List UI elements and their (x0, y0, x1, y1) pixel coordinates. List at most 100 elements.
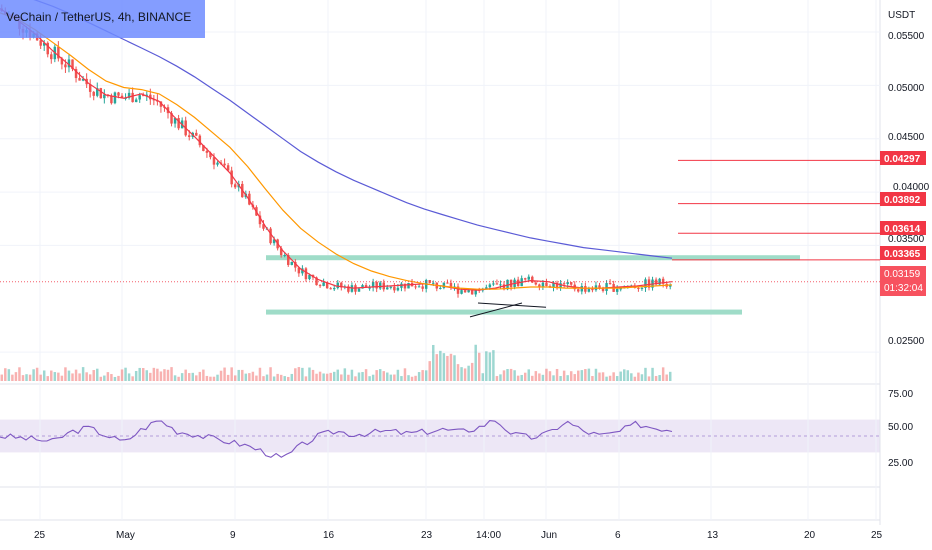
volume-bar (149, 372, 152, 381)
candle-body (637, 287, 640, 289)
candle-body (601, 288, 605, 291)
candle-body (209, 152, 212, 158)
candle-body (668, 285, 672, 287)
candle-body (432, 282, 435, 284)
volume-bar (272, 376, 276, 381)
volume-bar (60, 375, 64, 381)
volume-bar (520, 374, 523, 381)
volume-bar (668, 371, 672, 381)
volume-bar (219, 370, 223, 381)
volume-bar (513, 370, 516, 381)
candle-body (569, 282, 573, 285)
volume-bar (637, 372, 640, 381)
volume-bar (354, 376, 357, 381)
candle-body (152, 99, 156, 101)
candle-body (110, 95, 113, 104)
volume-bar (142, 368, 145, 381)
candle-body (46, 42, 49, 55)
volume-bar (4, 368, 7, 381)
symbol-title-box[interactable]: VeChain / TetherUS, 4h, BINANCE (0, 0, 205, 38)
volume-bar (651, 367, 654, 381)
volume-bar (403, 368, 407, 381)
price-pane[interactable] (0, 0, 880, 380)
volume-bar (117, 375, 120, 381)
time-tick: Jun (541, 530, 557, 541)
volume-bar (265, 374, 269, 381)
volume-bar (85, 372, 88, 381)
volume-bar (584, 369, 587, 381)
volume-bar (591, 376, 594, 381)
candle-body (552, 282, 555, 288)
volume-bar (509, 368, 513, 381)
volume-bar (361, 372, 364, 381)
candle-body (566, 282, 569, 285)
candle-body (103, 94, 106, 99)
time-tick: 25 (34, 530, 46, 541)
candle-body (347, 286, 350, 292)
candle-body (60, 58, 64, 65)
volume-bar (113, 376, 117, 381)
candle-body (318, 285, 322, 287)
volume-bar (308, 367, 311, 381)
rsi-tick: 50.00 (888, 422, 913, 433)
volume-bar (407, 375, 410, 381)
candle-body (173, 118, 177, 124)
volume-bar (601, 372, 605, 381)
volume-bar (110, 374, 113, 381)
candle-body (42, 42, 46, 46)
volume-bar (241, 369, 244, 381)
volume-bar (640, 374, 644, 381)
candle-body (301, 268, 304, 274)
volume-bar (523, 372, 527, 381)
volume-bar (311, 369, 315, 381)
candle-body (187, 135, 191, 137)
volume-bar (633, 376, 637, 381)
volume-bar (173, 375, 177, 381)
volume-bar (527, 369, 530, 381)
volume-bar (170, 367, 173, 381)
candle-body (205, 150, 209, 153)
volume-bar (442, 353, 446, 381)
volume-bar (237, 369, 240, 381)
volume-bar (297, 367, 301, 381)
volume-bar (209, 376, 212, 381)
candle-body (131, 92, 134, 103)
volume-bar (64, 367, 67, 381)
price-tick: 0.04000 (893, 182, 930, 193)
volume-bar (248, 373, 251, 381)
volume-bar (81, 367, 85, 381)
candle-body (421, 286, 424, 289)
candle-body (495, 283, 499, 285)
candle-body (407, 283, 410, 289)
volume-bar (294, 368, 297, 381)
volume-bar (428, 361, 431, 381)
volume-bar (654, 375, 658, 381)
candle-body (127, 92, 131, 98)
volume-bar (569, 371, 573, 381)
time-tick: 6 (615, 530, 621, 541)
volume-bar (138, 367, 141, 381)
volume-bar (88, 374, 92, 381)
volume-bar (368, 376, 371, 381)
candle-body (470, 290, 474, 295)
candle-body (78, 78, 81, 81)
candle-body (509, 279, 513, 288)
candle-body (467, 290, 470, 293)
volume-bar (25, 374, 28, 381)
candle-body (142, 95, 145, 97)
volume-bar (216, 374, 219, 381)
candle-body (120, 95, 124, 99)
candle-body (587, 288, 591, 292)
volume-bar (364, 369, 368, 381)
symbol-title: VeChain / TetherUS, 4h, BINANCE (6, 10, 192, 24)
price-axis-unit: USDT (888, 10, 915, 21)
volume-bar (290, 373, 294, 381)
volume-bar (555, 368, 559, 381)
candle-body (315, 277, 318, 286)
volume-bar (269, 367, 272, 381)
candle-body (605, 283, 608, 291)
candle-body (463, 290, 467, 293)
candle-body (230, 170, 233, 185)
candle-body (350, 285, 354, 292)
